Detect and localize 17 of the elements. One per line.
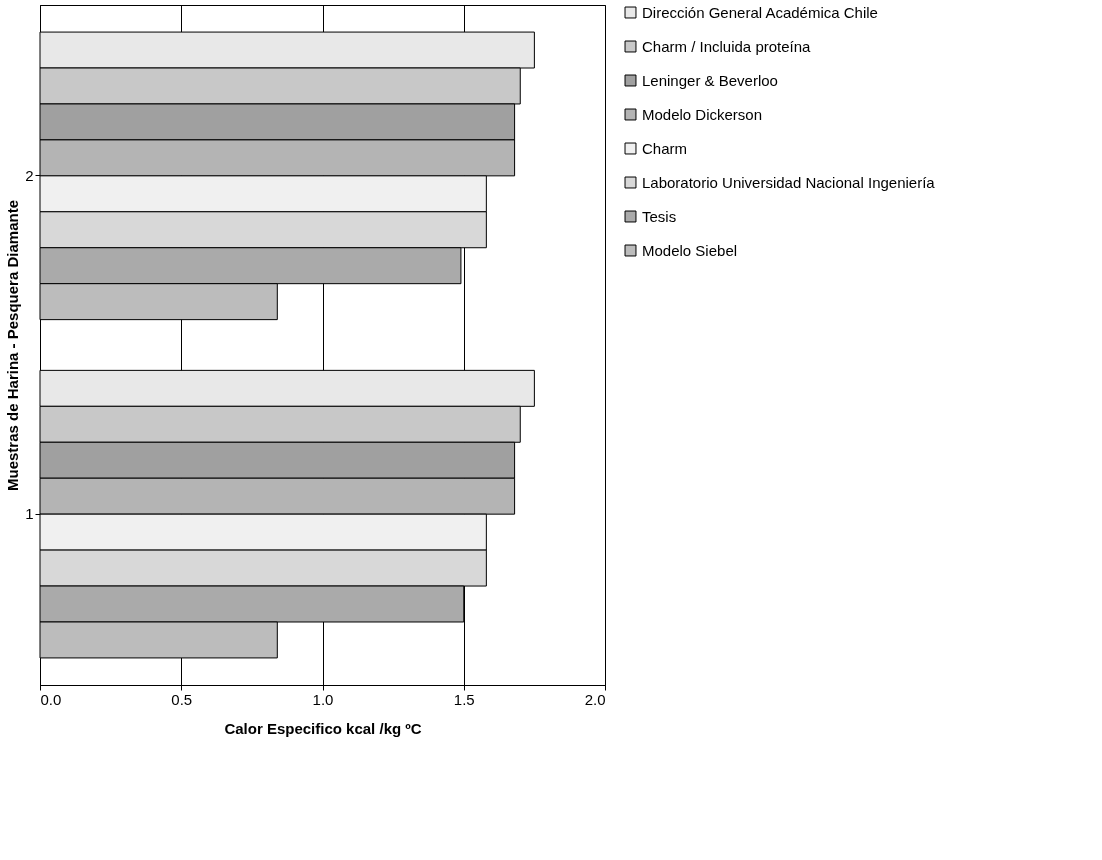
legend-label: Leninger & Beverloo	[642, 71, 778, 89]
legend-label: Dirección General Académica Chile	[642, 3, 878, 21]
legend-label: Charm / Incluida proteína	[642, 37, 812, 55]
legend-label: Charm	[642, 139, 688, 157]
x-tick-label: 1.0	[312, 690, 334, 708]
y-axis-title: Muestras de Harina - Pesquera Diamante	[4, 200, 22, 491]
x-tick-label: 2.0	[584, 690, 606, 708]
y-tick-label: 2	[25, 166, 34, 184]
x-tick-label: 1.5	[453, 690, 475, 708]
x-tick-label: 0.0	[40, 690, 62, 708]
legend-label: Modelo Siebel	[642, 241, 738, 259]
x-tick-label: 0.5	[171, 690, 193, 708]
legend-label: Laboratorio Universidad Nacional Ingeniería	[642, 173, 936, 191]
legend-label: Modelo Dickerson	[642, 105, 763, 123]
y-tick-label: 1	[25, 505, 34, 523]
x-axis-title: Calor Especifico kcal /kg ºC	[224, 719, 422, 737]
legend-label: Tesis	[642, 207, 677, 225]
